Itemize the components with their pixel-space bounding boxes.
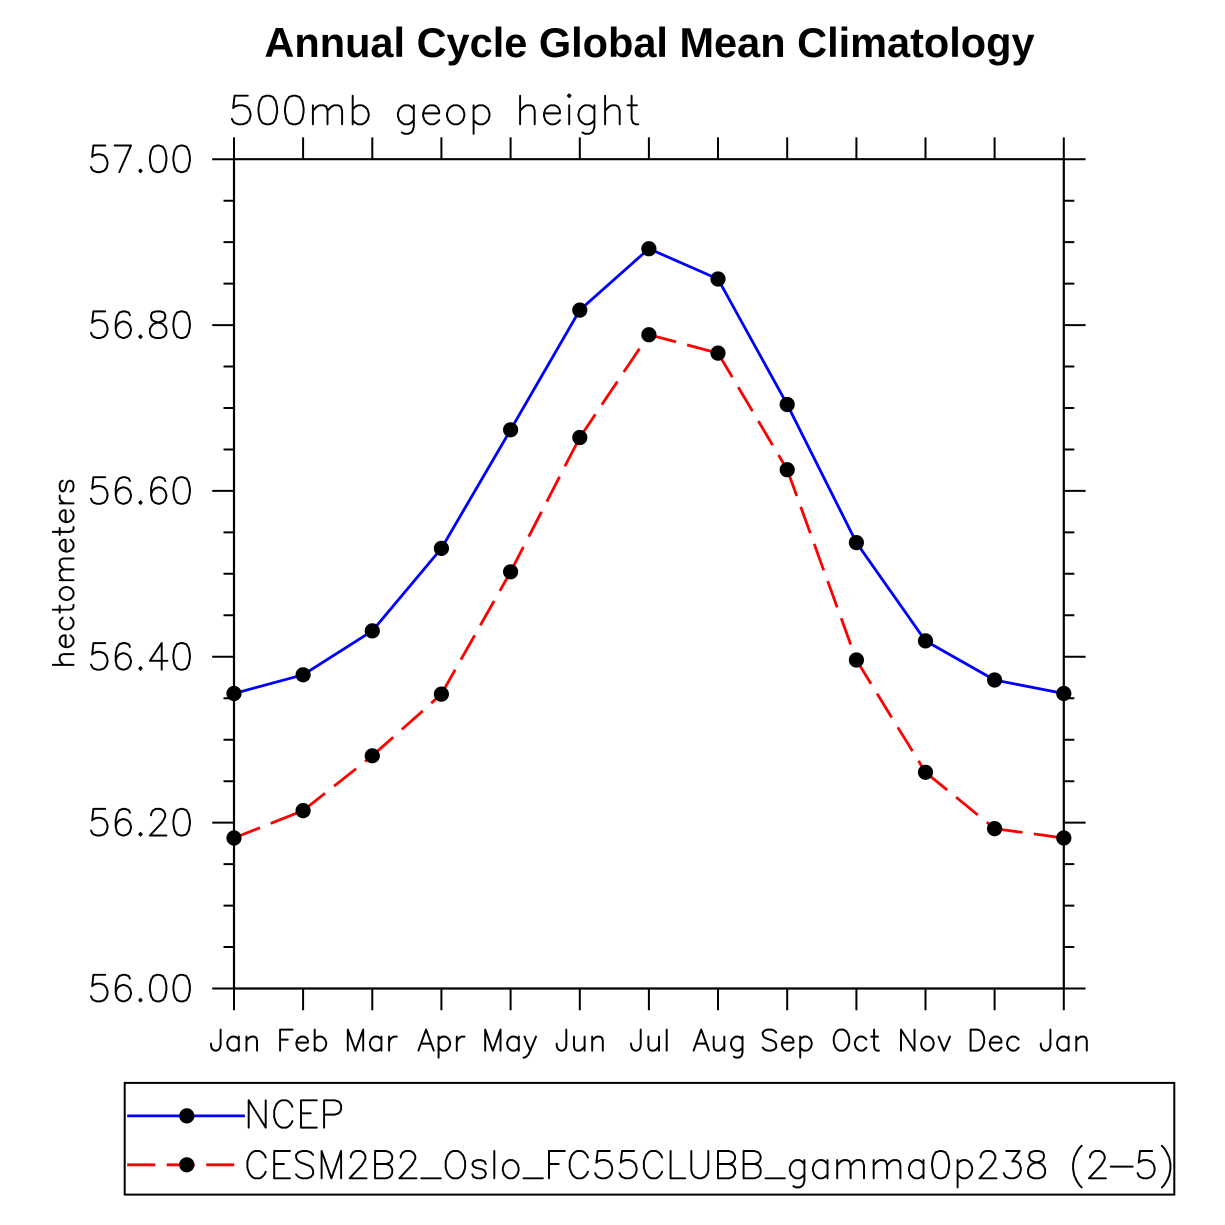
svg-text:Annual Cycle Global Mean Clima: Annual Cycle Global Mean Climatology <box>264 19 1034 66</box>
